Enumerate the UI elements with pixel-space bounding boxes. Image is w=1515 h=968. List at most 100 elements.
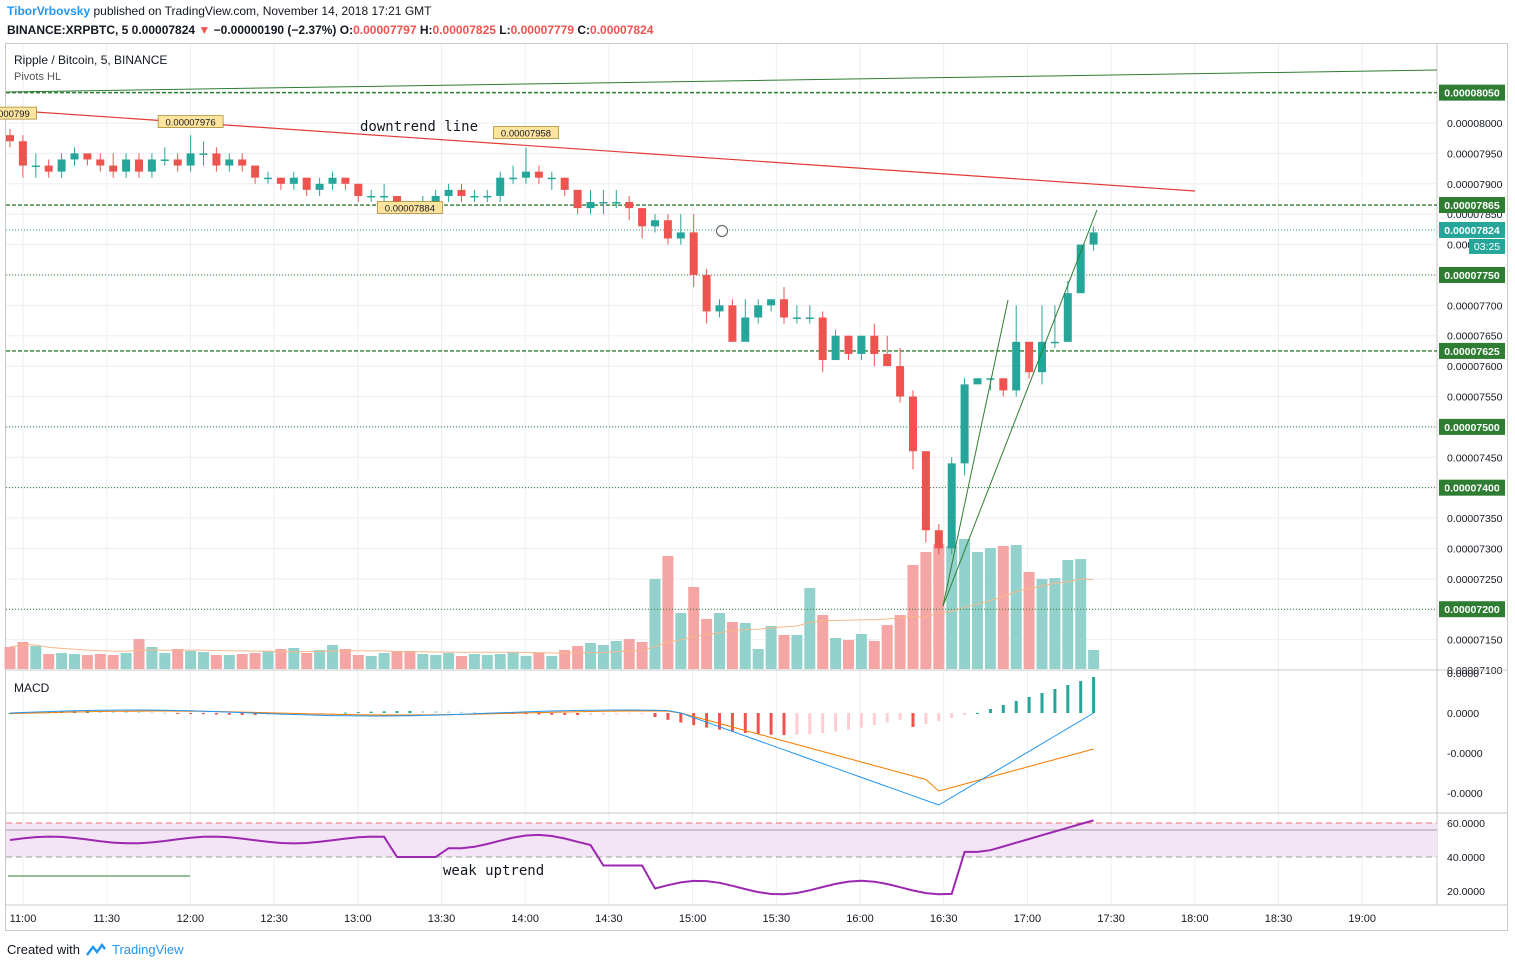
candle-body: [135, 159, 143, 172]
level-price-badge: [1439, 266, 1505, 283]
candle-body: [818, 317, 827, 361]
macd-histogram-bar: [1040, 693, 1044, 713]
macd-line: [9, 709, 1094, 806]
candle-body: [31, 165, 40, 168]
candle-body: [573, 189, 582, 209]
candle-body: [444, 189, 453, 196]
candle-body: [393, 195, 401, 203]
candle-body: [612, 202, 621, 204]
downtrend-annotation: downtrend line: [360, 119, 478, 135]
candle-body: [586, 202, 595, 209]
indicator-label: Pivots HL: [14, 71, 61, 83]
uptrend-line: [942, 209, 1098, 607]
volume-bar: [301, 653, 313, 669]
countdown-label: 03:25: [1474, 241, 1500, 253]
macd-histogram-bar: [460, 711, 463, 713]
macd-histogram-bar: [253, 713, 257, 715]
macd-histogram-bar: [627, 713, 631, 715]
footer: Created with TradingView: [7, 942, 184, 957]
level-price-label: 0.00008050: [1444, 88, 1500, 100]
volume-bar: [778, 635, 790, 669]
macd-histogram-bar: [421, 711, 425, 713]
volume-bar: [662, 556, 674, 669]
volume-bar: [610, 641, 622, 669]
author-link[interactable]: TiborVrbovsky: [7, 4, 91, 18]
volume-bar: [1036, 579, 1048, 669]
macd-histogram-bar: [369, 711, 373, 713]
y-tick-label: 0.00007450: [1447, 452, 1503, 464]
volume-bar: [585, 643, 596, 669]
candle-body: [947, 463, 956, 549]
macd-histogram-bar: [679, 713, 683, 723]
macd-histogram-bar: [124, 711, 128, 713]
macd-histogram-bar: [795, 713, 799, 735]
volume-bar: [984, 548, 996, 669]
candle-body: [896, 366, 905, 397]
volume-bar: [430, 655, 442, 669]
volume-bar: [249, 653, 261, 669]
candle-body: [960, 384, 969, 464]
level-price-label: 0.00007400: [1444, 483, 1500, 495]
macd-tick-label: 0.0000: [1447, 668, 1479, 680]
x-tick-label: 17:00: [1014, 913, 1042, 925]
candle-body: [676, 232, 685, 239]
candle-body: [663, 220, 672, 239]
candle-body: [909, 396, 917, 452]
candle-body: [302, 177, 311, 190]
candle-body: [715, 305, 724, 312]
macd-histogram-bar: [550, 713, 554, 715]
pivot-label: 0.00007884: [385, 204, 435, 215]
volume-bar: [972, 552, 983, 669]
candle-body: [1050, 341, 1059, 344]
volume-bar: [81, 655, 93, 669]
macd-histogram-bar: [356, 712, 360, 714]
macd-histogram-bar: [189, 713, 193, 714]
candle-body: [354, 183, 363, 196]
publish-info: TiborVrbovsky published on TradingView.c…: [7, 4, 431, 18]
candle-body: [1038, 341, 1046, 373]
volume-bar: [946, 546, 958, 669]
candle-body: [1076, 244, 1085, 294]
x-tick-label: 18:00: [1181, 913, 1209, 925]
macd-histogram-bar: [847, 713, 850, 730]
x-tick-label: 11:00: [10, 913, 37, 925]
change-value: −0.00000190 (−2.37%): [213, 23, 337, 37]
x-tick-label: 15:30: [763, 913, 791, 925]
volume-bar: [107, 655, 119, 669]
candle-body: [831, 335, 840, 361]
x-tick-label: 11:30: [93, 913, 120, 925]
open-value: 0.00007797: [353, 23, 417, 37]
volume-bar: [533, 653, 545, 669]
macd-histogram-bar: [743, 713, 747, 734]
candle-body: [173, 159, 182, 166]
candle-body: [160, 159, 169, 161]
rsi-annotation: weak uptrend: [443, 863, 544, 879]
level-price-badge: [1439, 197, 1505, 214]
macd-histogram-bar: [1027, 697, 1031, 713]
candle-body: [328, 177, 337, 184]
volume-bar: [198, 652, 209, 669]
volume-bar: [597, 645, 609, 669]
macd-histogram-bar: [821, 713, 825, 734]
volume-bar: [468, 654, 480, 669]
tradingview-link[interactable]: TradingView: [111, 942, 184, 957]
macd-histogram-bar: [163, 712, 167, 714]
candle-body: [857, 335, 866, 354]
candle-body: [44, 165, 53, 172]
volume-bar: [133, 639, 145, 669]
level-price-label: 0.00007750: [1444, 270, 1500, 282]
volume-bar: [881, 625, 893, 669]
pivot-label-box: [157, 115, 224, 128]
volume-bar: [688, 587, 700, 669]
candle-body: [122, 159, 131, 172]
level-price-badge: [1439, 418, 1505, 435]
candle-body: [496, 177, 505, 196]
high-value: 0.00007825: [432, 23, 496, 37]
volume-bar: [1023, 572, 1035, 669]
candle-body: [264, 177, 272, 180]
macd-histogram-bar: [137, 711, 141, 713]
candle-body: [741, 317, 750, 342]
volume-bar: [4, 647, 16, 669]
candle-body: [57, 159, 66, 172]
